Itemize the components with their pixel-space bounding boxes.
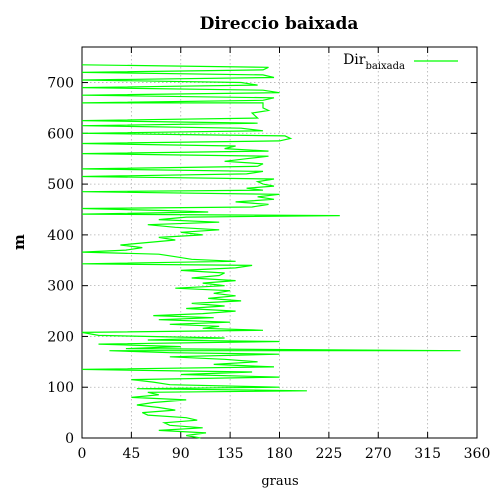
y-tick-label: 0 bbox=[65, 431, 74, 447]
y-tick-label: 100 bbox=[47, 380, 74, 396]
x-tick-label: 225 bbox=[316, 446, 343, 462]
y-tick-label: 300 bbox=[47, 279, 74, 295]
y-tick-label: 200 bbox=[47, 329, 74, 345]
x-tick-label: 360 bbox=[464, 446, 491, 462]
legend: Dirbaixada bbox=[343, 52, 458, 72]
legend-label-main: Dir bbox=[343, 52, 366, 68]
y-axis-ticks: 0 100 200 300 400 500 600 700 bbox=[47, 76, 477, 447]
chart-title: Direccio baixada bbox=[200, 14, 359, 34]
x-tick-label: 180 bbox=[266, 446, 293, 462]
grid bbox=[82, 47, 477, 438]
x-tick-label: 270 bbox=[365, 446, 392, 462]
legend-label: Dirbaixada bbox=[343, 52, 405, 72]
series-line bbox=[81, 64, 461, 439]
y-tick-label: 500 bbox=[47, 177, 74, 193]
x-tick-label: 90 bbox=[172, 446, 190, 462]
x-tick-label: 45 bbox=[122, 446, 140, 462]
x-tick-label: 135 bbox=[217, 446, 244, 462]
x-tick-label: 0 bbox=[78, 446, 87, 462]
y-tick-label: 400 bbox=[47, 228, 74, 244]
x-axis-label: graus bbox=[261, 474, 298, 489]
y-tick-label: 700 bbox=[47, 76, 74, 92]
legend-label-sub: baixada bbox=[365, 61, 405, 72]
y-tick-label: 600 bbox=[47, 126, 74, 142]
plot-frame bbox=[81, 46, 478, 439]
series-layer bbox=[81, 64, 461, 439]
x-tick-label: 315 bbox=[414, 446, 441, 462]
y-axis-label: m bbox=[10, 234, 28, 250]
x-axis-ticks: 0 45 90 135 180 225 270 315 360 bbox=[78, 47, 491, 462]
